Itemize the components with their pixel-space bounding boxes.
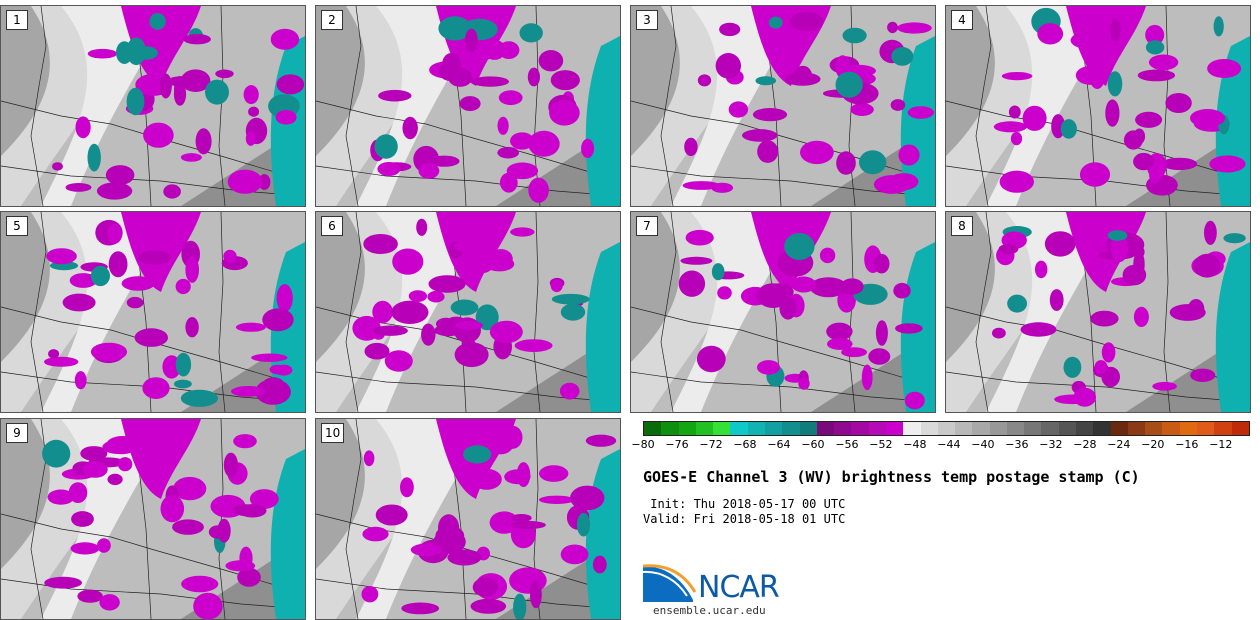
figure-title: GOES-E Channel 3 (WV) brightness temp po…: [643, 468, 1140, 486]
colorbar-swatch: [713, 422, 731, 435]
colorbar-ticks: −80 −76 −72 −68 −64 −60 −56 −52 −48 −44 −40 −36 −32−…: [631, 438, 1248, 458]
colorbar-tick-label: −44: [937, 438, 961, 451]
colorbar-tick-label: −72: [699, 438, 723, 451]
colorbar-swatch: [799, 422, 817, 435]
colorbar-tick-label: −56: [835, 438, 859, 451]
colorbar-swatch: [1076, 422, 1094, 435]
valid-time: Valid: Fri 2018-05-18 01 UTC: [643, 512, 846, 526]
colorbar-tick-label: −40: [971, 438, 995, 451]
colorbar-tick-label: −60: [801, 438, 825, 451]
colorbar-swatch: [1214, 422, 1232, 435]
panel-label: 9: [6, 423, 28, 443]
panel-5: 5: [0, 211, 306, 413]
colorbar-swatch: [1179, 422, 1197, 435]
colorbar-tick-label: −20: [1141, 438, 1165, 451]
colorbar-tick-label: −16: [1175, 438, 1199, 451]
colorbar-swatch: [1110, 422, 1128, 435]
colorbar-swatch: [903, 422, 921, 435]
colorbar-swatch: [851, 422, 869, 435]
colorbar-swatch: [644, 422, 662, 435]
panel-4: 4: [945, 5, 1251, 207]
ncar-logo-icon: [643, 564, 697, 602]
panel-label: 10: [321, 423, 345, 443]
panel-label: 4: [951, 10, 973, 30]
colorbar-swatch: [834, 422, 852, 435]
panel-label: 6: [321, 216, 343, 236]
colorbar-tick-label: −76: [665, 438, 689, 451]
colorbar-tick-label: −64: [767, 438, 791, 451]
colorbar-swatch: [747, 422, 765, 435]
colorbar-swatch: [816, 422, 835, 435]
colorbar-tick-label: −32: [1039, 438, 1063, 451]
colorbar-tick-label: −36: [1005, 438, 1029, 451]
colorbar-swatch: [920, 422, 938, 435]
colorbar-swatch: [695, 422, 714, 435]
colorbar-swatch: [661, 422, 679, 435]
colorbar-swatch: [972, 422, 990, 435]
panel-label: 3: [636, 10, 658, 30]
panel-3: 3: [630, 5, 936, 207]
colorbar-tick-label: −48: [903, 438, 927, 451]
colorbar-tick-label: −28: [1073, 438, 1097, 451]
panel-label: 7: [636, 216, 658, 236]
panel-10: 10: [315, 418, 621, 620]
colorbar-swatch: [989, 422, 1007, 435]
colorbar-swatch: [1006, 422, 1025, 435]
colorbar-tick-label: −80: [631, 438, 655, 451]
colorbar-swatch: [1024, 422, 1042, 435]
panel-label: 1: [6, 10, 28, 30]
panel-label: 5: [6, 216, 28, 236]
site-url: ensemble.ucar.edu: [653, 604, 766, 617]
colorbar-swatch: [1093, 422, 1111, 435]
colorbar-swatch: [764, 422, 783, 435]
colorbar-swatch: [1197, 422, 1215, 435]
colorbar-tick-label: −52: [869, 438, 893, 451]
panel-label: 8: [951, 216, 973, 236]
colorbar-swatch: [1127, 422, 1146, 435]
colorbar-tick-label: −12: [1209, 438, 1233, 451]
panel-8: 8: [945, 211, 1251, 413]
colorbar-swatch: [1231, 422, 1249, 435]
colorbar-tick-label: −24: [1107, 438, 1131, 451]
panel-1: 1: [0, 5, 306, 207]
colorbar-tick-label: −68: [733, 438, 757, 451]
colorbar-swatch: [1058, 422, 1077, 435]
colorbar-swatch: [1162, 422, 1180, 435]
colorbar-swatch: [678, 422, 696, 435]
ncar-logo-text: NCAR: [698, 570, 780, 605]
colorbar: [643, 421, 1250, 436]
panel-6: 6: [315, 211, 621, 413]
colorbar-swatch: [955, 422, 973, 435]
panel-7: 7: [630, 211, 936, 413]
colorbar-swatch: [1041, 422, 1059, 435]
panel-2: 2: [315, 5, 621, 207]
colorbar-swatch: [868, 422, 886, 435]
colorbar-swatch: [885, 422, 904, 435]
colorbar-swatch: [1145, 422, 1163, 435]
colorbar-swatch: [937, 422, 956, 435]
panel-label: 2: [321, 10, 343, 30]
panel-9: 9: [0, 418, 306, 620]
colorbar-swatch: [730, 422, 748, 435]
init-time: Init: Thu 2018-05-17 00 UTC: [643, 497, 846, 511]
colorbar-swatch: [782, 422, 800, 435]
